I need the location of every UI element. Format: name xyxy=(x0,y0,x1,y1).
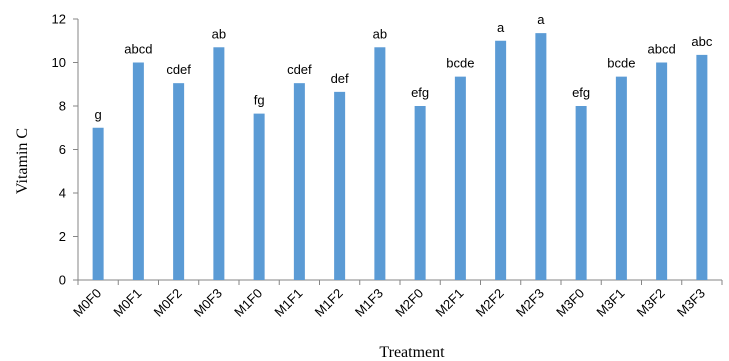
y-tick-label: 6 xyxy=(59,142,66,157)
y-tick-label: 10 xyxy=(52,55,66,70)
bar xyxy=(454,76,466,280)
y-axis-title: Vitamin C xyxy=(14,128,31,194)
bar-significance-label: abc xyxy=(691,34,712,49)
x-tick-label: M0F0 xyxy=(70,286,104,320)
bar-significance-label: def xyxy=(331,71,349,86)
y-axis-ticks: 0 2 4 6 8 10 12 xyxy=(52,12,78,288)
x-tick-label: M0F3 xyxy=(191,286,225,320)
x-tick-label: M0F2 xyxy=(151,286,185,320)
bar-significance-label: ab xyxy=(373,26,387,41)
bar xyxy=(374,47,386,281)
x-tick-label: M3F0 xyxy=(553,286,587,320)
bar xyxy=(334,91,346,280)
bar xyxy=(92,127,104,280)
bar-significance-label: a xyxy=(537,12,545,27)
bar xyxy=(173,83,185,280)
bar xyxy=(535,33,547,281)
bar xyxy=(253,113,265,280)
x-axis-title: Treatment xyxy=(379,344,445,361)
x-tick-label: M0F1 xyxy=(110,286,144,320)
bar-significance-label: bcde xyxy=(607,56,635,71)
x-tick-label: M2F0 xyxy=(392,286,426,320)
bar-significance-label: efg xyxy=(572,85,590,100)
y-tick-label: 12 xyxy=(52,12,66,27)
x-tick-label: M1F3 xyxy=(352,286,386,320)
y-tick-label: 0 xyxy=(59,273,66,288)
x-tick-label: M1F1 xyxy=(271,286,305,320)
bar xyxy=(575,106,587,280)
bar-significance-label: abcd xyxy=(124,42,152,57)
bar xyxy=(293,83,305,280)
bar xyxy=(495,40,507,280)
y-tick-label: 4 xyxy=(59,186,66,201)
bar xyxy=(414,106,426,280)
x-tick-label: M1F0 xyxy=(231,286,265,320)
bar-series xyxy=(92,33,708,281)
x-tick-label: M2F1 xyxy=(432,286,466,320)
y-tick-label: 2 xyxy=(59,229,66,244)
bar-significance-label: cdef xyxy=(287,62,312,77)
x-tick-label: M1F2 xyxy=(312,286,346,320)
bar-significance-label: efg xyxy=(411,85,429,100)
x-axis-ticks: M0F0 M0F1 M0F2 M0F3 M1F0 M1F1 M1F2 M1F3 M2F0 M2F1… xyxy=(70,280,723,320)
y-tick-label: 8 xyxy=(59,99,66,114)
bar xyxy=(656,62,668,280)
bar xyxy=(696,54,708,281)
bar-significance-label: g xyxy=(95,107,102,122)
x-tick-label: M3F2 xyxy=(634,286,668,320)
bar xyxy=(213,47,225,281)
bar-significance-label: cdef xyxy=(166,62,191,77)
x-tick-label: M3F3 xyxy=(674,286,708,320)
x-tick-label: M2F3 xyxy=(513,286,547,320)
bar-significance-label: bcde xyxy=(446,56,474,71)
bar-significance-label: abcd xyxy=(648,42,676,57)
bar-significance-label: a xyxy=(497,20,505,35)
x-tick-label: M2F2 xyxy=(473,286,507,320)
x-tick-label: M3F1 xyxy=(593,286,627,320)
bar-data-labels: gabcdcdefabfgcdefdefabefgbcdeaaefgbcdeab… xyxy=(95,12,713,122)
bar-significance-label: ab xyxy=(212,26,226,41)
bar-significance-label: fg xyxy=(254,93,265,108)
bar xyxy=(132,62,144,280)
bar xyxy=(615,76,627,280)
